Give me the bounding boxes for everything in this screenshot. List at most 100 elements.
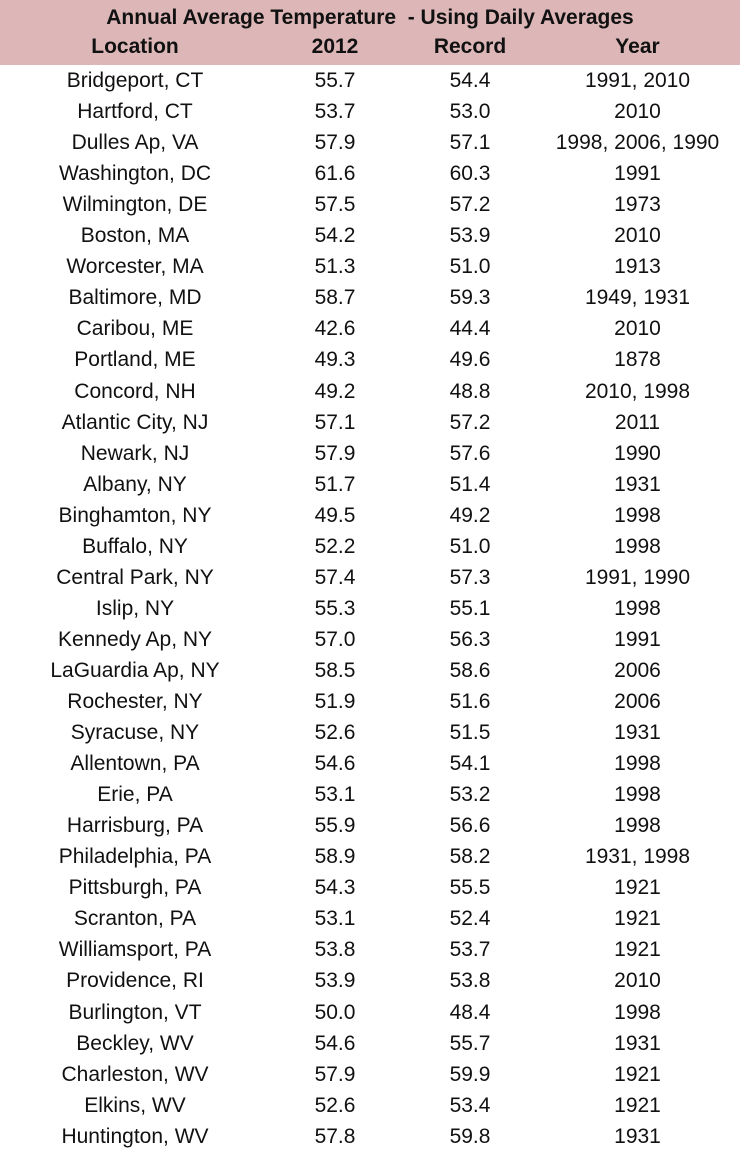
value-2012-cell: 50.0 <box>314 1000 356 1024</box>
record-cell: 56.6 <box>449 814 491 838</box>
record-cell: 58.2 <box>449 845 491 869</box>
record-year-cell: 1949, 1931 <box>584 286 691 310</box>
record-cell: 52.4 <box>449 907 491 931</box>
value-2012-cell: 54.3 <box>314 876 356 900</box>
record-cell: 49.6 <box>449 348 491 372</box>
record-cell: 53.2 <box>449 783 491 807</box>
table-row: Beckley, WV 54.6 55.7 1931 <box>0 1028 740 1059</box>
location-cell: Burlington, VT <box>68 1000 202 1024</box>
record-year-cell: 1998 <box>614 783 661 807</box>
table-row: Kennedy Ap, NY 57.0 56.3 1991 <box>0 624 740 655</box>
table-row: Huntington, WV 57.8 59.8 1931 <box>0 1121 740 1152</box>
table-row: Hartford, CT 53.7 53.0 2010 <box>0 96 740 127</box>
record-cell: 55.7 <box>449 1031 491 1055</box>
record-cell: 48.8 <box>449 379 491 403</box>
location-cell: Beckley, WV <box>76 1031 194 1055</box>
value-2012-cell: 55.9 <box>314 814 356 838</box>
record-year-cell: 1990 <box>614 441 661 465</box>
value-2012-cell: 52.2 <box>314 534 356 558</box>
record-year-cell: 1991, 1990 <box>584 565 691 589</box>
table-row: Dulles Ap, VA 57.9 57.1 1998, 2006, 1990 <box>0 127 740 158</box>
table-row: Rochester, NY 51.9 51.6 2006 <box>0 686 740 717</box>
location-cell: Buffalo, NY <box>82 534 188 558</box>
value-2012-cell: 49.2 <box>314 379 356 403</box>
value-2012-cell: 42.6 <box>314 317 356 341</box>
value-2012-cell: 53.7 <box>314 100 356 124</box>
location-cell: Williamsport, PA <box>58 938 212 962</box>
value-2012-cell: 49.5 <box>314 503 356 527</box>
table-row: Bridgeport, CT 55.7 54.4 1991, 2010 <box>0 65 740 96</box>
table-row: Concord, NH 49.2 48.8 2010, 1998 <box>0 376 740 407</box>
record-cell: 53.0 <box>449 100 491 124</box>
record-cell: 53.8 <box>449 969 491 993</box>
value-2012-cell: 54.2 <box>314 224 356 248</box>
value-2012-cell: 52.6 <box>314 721 356 745</box>
column-header-record: Record <box>433 35 507 58</box>
table-row: LaGuardia Ap, NY 58.5 58.6 2006 <box>0 655 740 686</box>
location-cell: Bridgeport, CT <box>66 69 204 92</box>
value-2012-cell: 53.9 <box>314 969 356 993</box>
record-cell: 44.4 <box>449 317 491 341</box>
record-cell: 53.4 <box>449 1093 491 1117</box>
record-year-cell: 2010, 1998 <box>584 379 691 403</box>
location-cell: Rochester, NY <box>67 690 203 713</box>
table-row: Harrisburg, PA 55.9 56.6 1998 <box>0 810 740 841</box>
record-year-cell: 1931 <box>614 1124 661 1148</box>
record-year-cell: 1913 <box>614 255 661 279</box>
location-cell: LaGuardia Ap, NY <box>50 658 220 682</box>
record-year-cell: 1991 <box>614 627 661 651</box>
table-row: Newark, NJ 57.9 57.6 1990 <box>0 438 740 469</box>
table-row: Philadelphia, PA 58.9 58.2 1931, 1998 <box>0 841 740 872</box>
location-cell: Wilmington, DE <box>62 193 208 217</box>
value-2012-cell: 53.1 <box>314 783 356 807</box>
value-2012-cell: 51.3 <box>314 255 356 279</box>
value-2012-cell: 53.8 <box>314 938 356 962</box>
record-cell: 51.4 <box>449 472 491 496</box>
table-row: Wilmington, DE 57.5 57.2 1973 <box>0 189 740 220</box>
location-cell: Harrisburg, PA <box>66 814 204 838</box>
table-row: Albany, NY 51.7 51.4 1931 <box>0 469 740 500</box>
record-year-cell: 1921 <box>614 907 661 931</box>
table-row: Allentown, PA 54.6 54.1 1998 <box>0 748 740 779</box>
record-cell: 53.7 <box>449 938 491 962</box>
value-2012-cell: 58.7 <box>314 286 356 310</box>
location-cell: Erie, PA <box>97 783 173 807</box>
table-row: Washington, DC 61.6 60.3 1991 <box>0 158 740 189</box>
record-year-cell: 2010 <box>614 100 661 124</box>
location-cell: Charleston, WV <box>61 1062 209 1086</box>
value-2012-cell: 61.6 <box>314 162 356 186</box>
table-title: Annual Average Temperature - Using Daily… <box>106 6 634 29</box>
location-cell: Newark, NJ <box>80 441 190 465</box>
record-cell: 57.1 <box>449 131 491 155</box>
record-cell: 56.3 <box>449 627 491 651</box>
table-header: Annual Average Temperature - Using Daily… <box>0 0 740 65</box>
record-year-cell: 1998 <box>614 596 661 620</box>
record-cell: 51.6 <box>449 690 491 713</box>
location-cell: Pittsburgh, PA <box>68 876 202 900</box>
record-cell: 53.9 <box>449 224 491 248</box>
table-row: Baltimore, MD 58.7 59.3 1949, 1931 <box>0 282 740 313</box>
record-year-cell: 1921 <box>614 1093 661 1117</box>
record-cell: 51.0 <box>449 255 491 279</box>
table-row: Buffalo, NY 52.2 51.0 1998 <box>0 531 740 562</box>
table-row: Elkins, WV 52.6 53.4 1921 <box>0 1090 740 1121</box>
record-year-cell: 1973 <box>614 193 661 217</box>
record-year-cell: 1998 <box>614 534 661 558</box>
value-2012-cell: 57.5 <box>314 193 356 217</box>
record-cell: 57.2 <box>449 410 491 434</box>
location-cell: Boston, MA <box>80 224 190 248</box>
record-cell: 59.3 <box>449 286 491 310</box>
location-cell: Atlantic City, NJ <box>61 410 209 434</box>
value-2012-cell: 57.4 <box>314 565 356 589</box>
location-cell: Central Park, NY <box>56 565 214 589</box>
value-2012-cell: 58.9 <box>314 845 356 869</box>
record-cell: 57.3 <box>449 565 491 589</box>
record-year-cell: 1931, 1998 <box>584 845 691 869</box>
value-2012-cell: 49.3 <box>314 348 356 372</box>
table-row: Binghamton, NY 49.5 49.2 1998 <box>0 500 740 531</box>
record-cell: 55.5 <box>449 876 491 900</box>
table-row: Central Park, NY 57.4 57.3 1991, 1990 <box>0 562 740 593</box>
value-2012-cell: 51.7 <box>314 472 356 496</box>
location-cell: Allentown, PA <box>70 752 200 776</box>
